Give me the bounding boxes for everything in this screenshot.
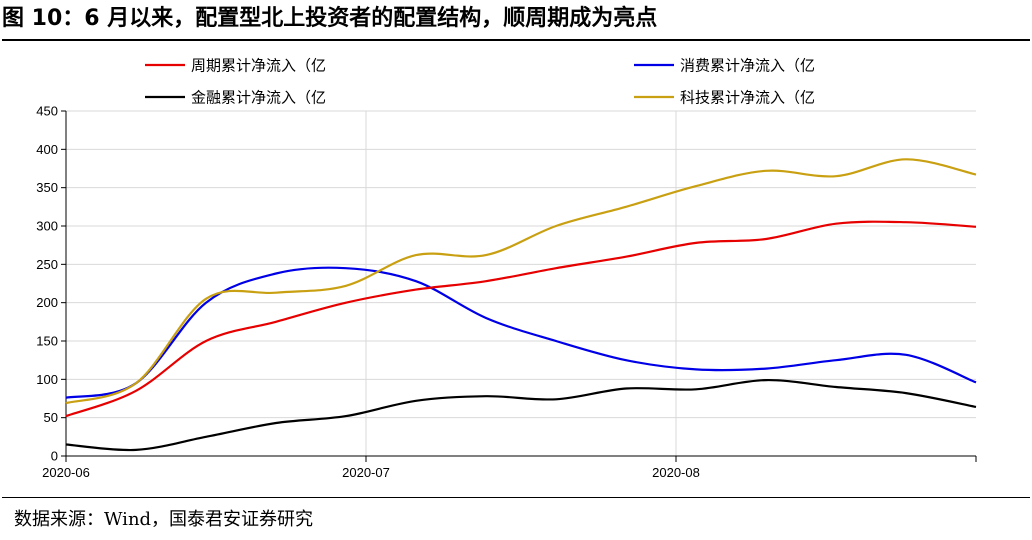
series-line-1 — [65, 220, 977, 418]
figure-title: 图 10：6 月以来，配置型北上投资者的配置结构，顺周期成为亮点 — [2, 6, 658, 31]
series-lines — [65, 158, 977, 452]
series-line-4 — [65, 158, 977, 405]
axes: 0 50 100 150 200 250 300 350 400 450 2020-06 2020-0… — [36, 104, 977, 480]
y-tick-label: 450 — [36, 104, 58, 119]
title-divider — [2, 39, 1030, 41]
legend-label-3: 金融累计净流入（亿 — [191, 89, 326, 107]
legend-label-2: 消费累计净流入（亿 — [680, 57, 815, 75]
source-divider — [2, 497, 1030, 498]
y-tick-label: 50 — [44, 410, 58, 425]
y-tick-label: 150 — [36, 334, 58, 349]
y-tick-label: 300 — [36, 219, 58, 234]
x-tick-label: 2020-07 — [342, 465, 390, 480]
y-tick-label: 200 — [36, 295, 58, 310]
series-line-2 — [65, 266, 977, 399]
y-tick-label: 250 — [36, 257, 58, 272]
series-line-3 — [65, 378, 977, 452]
x-tick-label: 2020-08 — [652, 465, 700, 480]
y-tick-label: 400 — [36, 142, 58, 157]
legend-label-1: 周期累计净流入（亿 — [191, 57, 326, 75]
grid-lines — [66, 110, 976, 456]
line-chart: 0 50 100 150 200 250 300 350 400 450 2020-06 2020-0… — [36, 57, 977, 480]
source-note: 数据来源：Wind，国泰君安证券研究 — [14, 509, 314, 530]
legend-label-4: 科技累计净流入（亿 — [680, 89, 815, 107]
y-tick-label: 100 — [36, 372, 58, 387]
x-tick-label: 2020-06 — [42, 465, 90, 480]
y-tick-label: 0 — [51, 449, 58, 464]
y-tick-label: 350 — [36, 180, 58, 195]
